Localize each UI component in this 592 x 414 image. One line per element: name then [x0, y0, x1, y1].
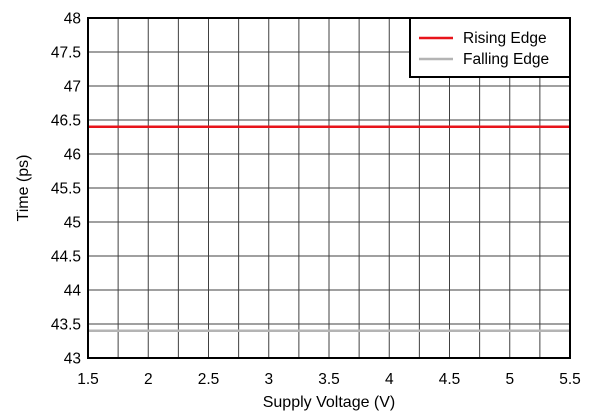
x-tick-label: 4.5	[439, 371, 461, 388]
y-tick-label: 43.5	[51, 317, 81, 334]
legend-box	[410, 18, 570, 77]
y-tick-label: 47	[64, 79, 81, 96]
y-tick-label: 45.5	[51, 181, 81, 198]
y-tick-label: 44	[64, 283, 82, 300]
y-tick-label: 46.5	[51, 113, 81, 130]
legend-label-rising-edge: Rising Edge	[463, 30, 547, 47]
y-tick-label: 48	[64, 11, 81, 28]
x-tick-label: 2.5	[198, 371, 220, 388]
x-tick-label: 3	[264, 371, 273, 388]
legend: Rising Edge Falling Edge	[410, 18, 570, 77]
x-tick-label: 3.5	[318, 371, 340, 388]
x-tick-label: 1.5	[77, 371, 99, 388]
y-tick-label: 45	[64, 215, 81, 232]
y-axis-label: Time (ps)	[15, 155, 32, 222]
x-tick-label: 5.5	[559, 371, 581, 388]
legend-label-falling-edge: Falling Edge	[463, 51, 549, 68]
y-tick-label: 43	[64, 351, 81, 368]
x-tick-label: 2	[144, 371, 153, 388]
y-tick-label: 47.5	[51, 45, 81, 62]
x-axis-label: Supply Voltage (V)	[263, 394, 396, 411]
x-tick-label: 4	[385, 371, 394, 388]
y-tick-label: 46	[64, 147, 81, 164]
x-tick-label: 5	[505, 371, 514, 388]
y-tick-label: 44.5	[51, 249, 81, 266]
